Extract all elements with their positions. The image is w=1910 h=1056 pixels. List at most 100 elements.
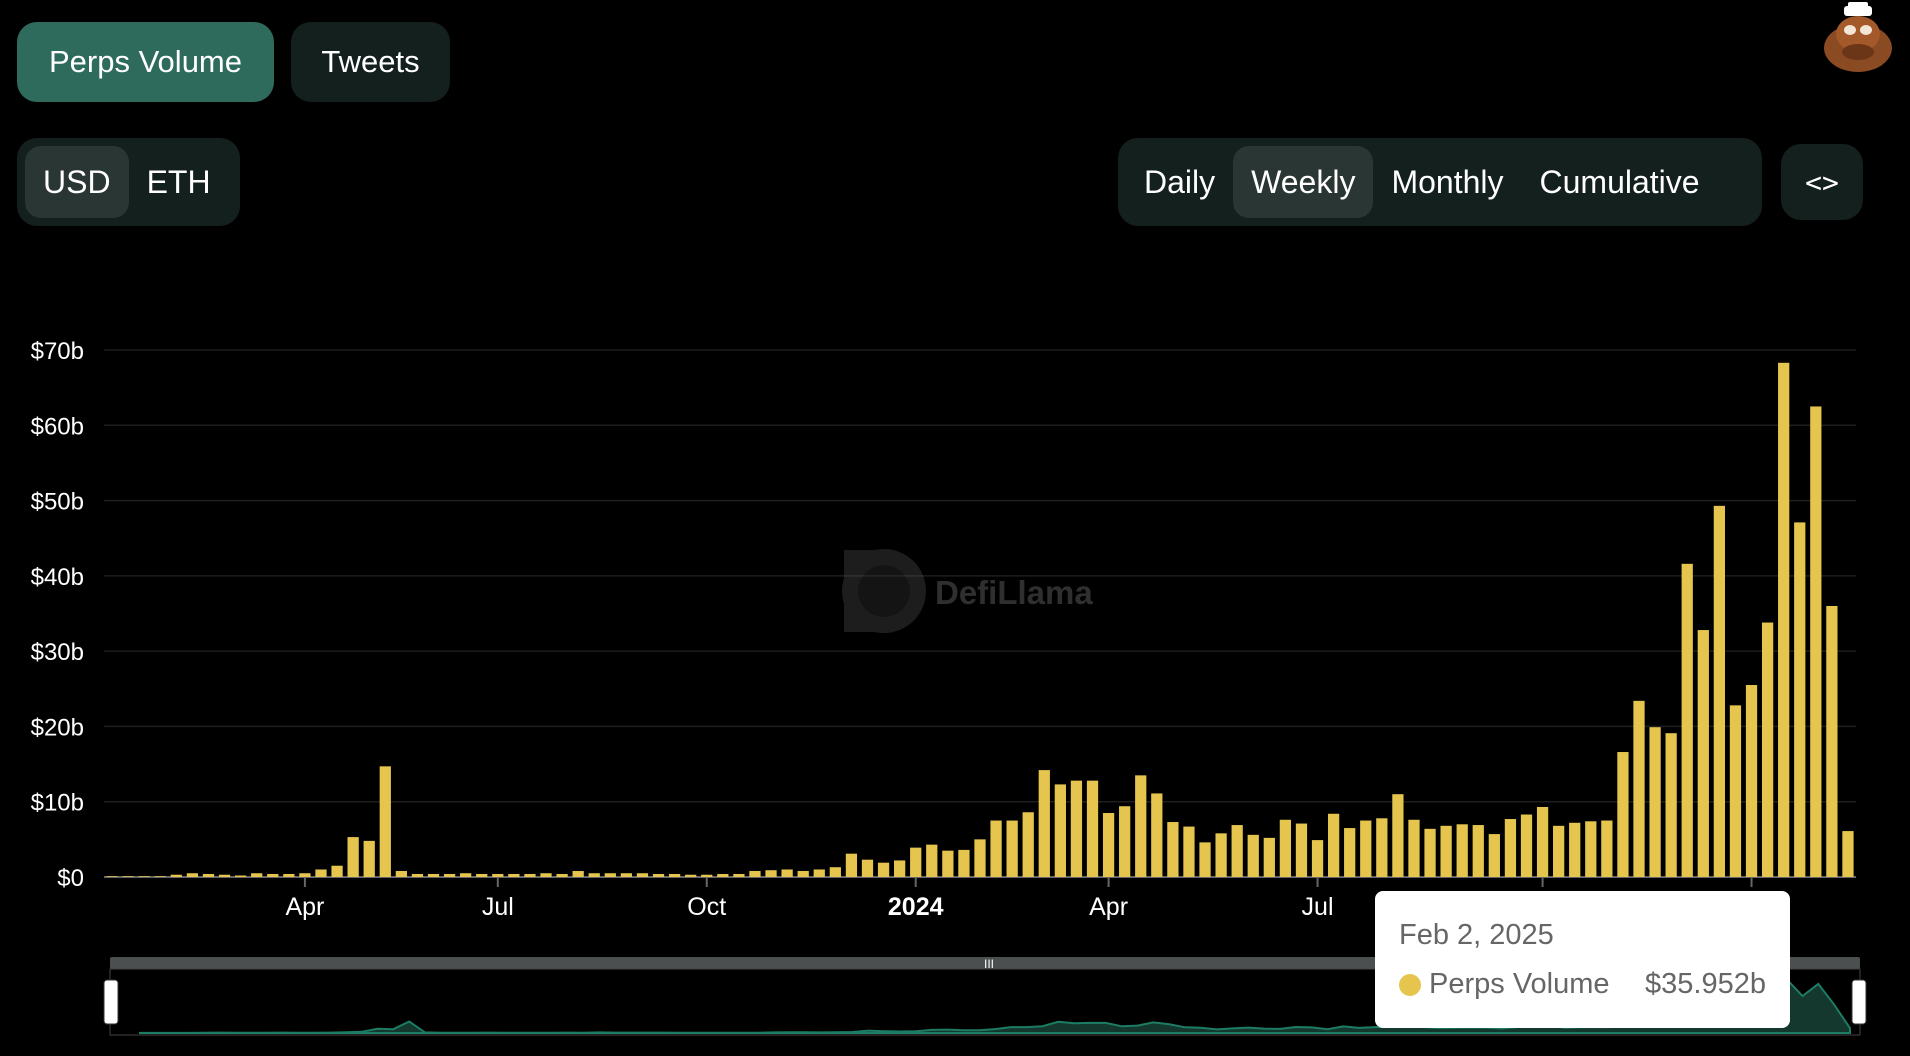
bar[interactable] bbox=[1520, 814, 1533, 877]
bar[interactable] bbox=[1794, 522, 1806, 877]
bar[interactable] bbox=[652, 873, 665, 877]
bar[interactable] bbox=[1038, 770, 1050, 877]
bar[interactable] bbox=[347, 837, 359, 877]
bar[interactable] bbox=[106, 876, 118, 877]
bar[interactable] bbox=[1553, 825, 1565, 877]
tab-tweets[interactable]: Tweets bbox=[291, 22, 450, 102]
bar[interactable] bbox=[765, 870, 777, 877]
eth-toggle-button[interactable]: ETH bbox=[146, 163, 211, 200]
bar[interactable] bbox=[926, 844, 938, 877]
bar[interactable] bbox=[556, 873, 568, 877]
bar[interactable] bbox=[1327, 813, 1340, 877]
bar[interactable] bbox=[186, 873, 199, 877]
bar[interactable] bbox=[717, 873, 729, 877]
bar[interactable] bbox=[990, 820, 1002, 877]
bar[interactable] bbox=[1842, 831, 1854, 877]
bar[interactable] bbox=[1360, 820, 1372, 877]
bar[interactable] bbox=[781, 869, 793, 877]
bar[interactable] bbox=[877, 862, 890, 877]
monthly-button[interactable]: Monthly bbox=[1391, 163, 1504, 200]
bar[interactable] bbox=[1102, 813, 1115, 877]
bar[interactable] bbox=[604, 873, 616, 877]
bar[interactable] bbox=[1231, 825, 1243, 877]
bar[interactable] bbox=[1151, 793, 1163, 877]
bar[interactable] bbox=[797, 870, 809, 877]
bar[interactable] bbox=[1167, 822, 1179, 877]
bar[interactable] bbox=[331, 865, 343, 877]
bar[interactable] bbox=[588, 873, 600, 877]
bar[interactable] bbox=[1810, 406, 1822, 877]
bar[interactable] bbox=[1006, 820, 1018, 877]
bar[interactable] bbox=[443, 873, 456, 877]
bar[interactable] bbox=[1681, 563, 1693, 877]
bar[interactable] bbox=[1456, 824, 1468, 877]
bar[interactable] bbox=[861, 859, 874, 877]
bar[interactable] bbox=[267, 873, 279, 877]
bar[interactable] bbox=[395, 870, 407, 877]
bar[interactable] bbox=[1344, 828, 1356, 877]
embed-code-button[interactable]: <> bbox=[1781, 144, 1863, 220]
bar[interactable] bbox=[218, 874, 231, 877]
bar[interactable] bbox=[154, 876, 166, 877]
bar[interactable] bbox=[251, 873, 263, 877]
bar[interactable] bbox=[427, 873, 440, 877]
bar[interactable] bbox=[1119, 806, 1131, 877]
bar[interactable] bbox=[1697, 630, 1709, 877]
bar[interactable] bbox=[1199, 842, 1211, 877]
bar[interactable] bbox=[508, 873, 520, 877]
bar[interactable] bbox=[1215, 833, 1227, 877]
bar[interactable] bbox=[1392, 794, 1404, 877]
bar[interactable] bbox=[1183, 826, 1195, 877]
bar[interactable] bbox=[813, 869, 825, 877]
bar[interactable] bbox=[668, 873, 681, 877]
bar[interactable] bbox=[1633, 700, 1645, 877]
bar[interactable] bbox=[1054, 784, 1066, 877]
bar[interactable] bbox=[1713, 505, 1725, 877]
bar[interactable] bbox=[701, 874, 713, 877]
bar[interactable] bbox=[1729, 705, 1742, 877]
bar[interactable] bbox=[1826, 605, 1838, 877]
bar[interactable] bbox=[1263, 837, 1275, 877]
bar[interactable] bbox=[363, 840, 375, 877]
bar[interactable] bbox=[572, 870, 584, 877]
bar[interactable] bbox=[460, 873, 472, 877]
bar[interactable] bbox=[1279, 819, 1292, 877]
cumulative-button[interactable]: Cumulative bbox=[1539, 163, 1700, 200]
bar[interactable] bbox=[476, 873, 488, 877]
bar[interactable] bbox=[1472, 825, 1484, 877]
bar[interactable] bbox=[492, 873, 504, 877]
bar[interactable] bbox=[829, 867, 841, 877]
bar[interactable] bbox=[1424, 828, 1436, 877]
bar[interactable] bbox=[1022, 812, 1034, 877]
bar[interactable] bbox=[1585, 821, 1597, 877]
bar[interactable] bbox=[122, 876, 134, 877]
bar[interactable] bbox=[524, 873, 536, 877]
bar[interactable] bbox=[1536, 806, 1549, 877]
bar[interactable] bbox=[540, 873, 552, 877]
bar[interactable] bbox=[1601, 820, 1613, 877]
bar[interactable] bbox=[1311, 840, 1324, 877]
bar[interactable] bbox=[1295, 823, 1308, 877]
bar[interactable] bbox=[958, 849, 970, 877]
bar[interactable] bbox=[235, 875, 247, 877]
weekly-button[interactable]: Weekly bbox=[1233, 146, 1374, 218]
bar[interactable] bbox=[845, 853, 858, 877]
bar[interactable] bbox=[1440, 825, 1452, 877]
bar[interactable] bbox=[733, 873, 745, 877]
bar[interactable] bbox=[299, 873, 311, 877]
bar[interactable] bbox=[202, 873, 215, 877]
bar[interactable] bbox=[411, 873, 424, 877]
bar[interactable] bbox=[1778, 362, 1790, 877]
bar[interactable] bbox=[1086, 780, 1099, 877]
bar[interactable] bbox=[1745, 685, 1758, 877]
bar[interactable] bbox=[1569, 822, 1581, 877]
bar[interactable] bbox=[1617, 752, 1629, 877]
usd-toggle-button[interactable]: USD bbox=[25, 146, 129, 218]
avatar-icon[interactable] bbox=[1818, 0, 1898, 75]
bar[interactable] bbox=[974, 839, 986, 877]
bar[interactable] bbox=[910, 847, 922, 877]
bar[interactable] bbox=[749, 870, 761, 877]
bar[interactable] bbox=[379, 766, 391, 877]
tab-perps-volume[interactable]: Perps Volume bbox=[17, 22, 274, 102]
bar[interactable] bbox=[636, 873, 649, 877]
